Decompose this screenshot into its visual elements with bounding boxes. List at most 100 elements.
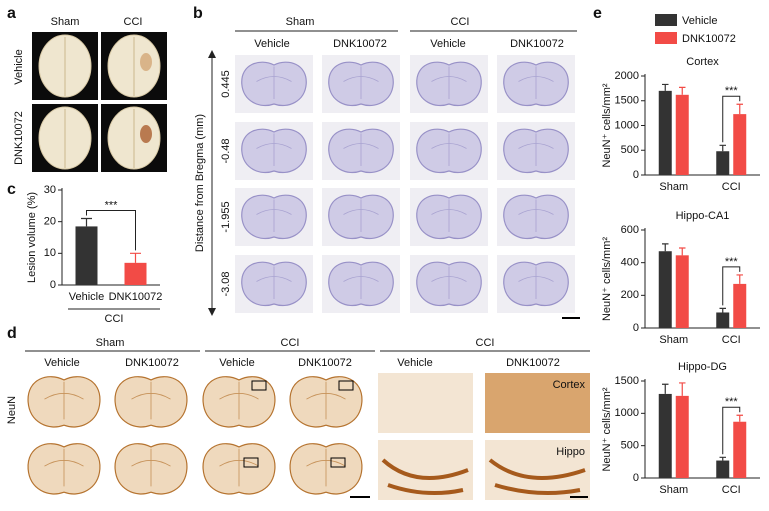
bregma-label: -3.08 <box>220 271 232 296</box>
bar <box>675 395 689 478</box>
y-tick-label: 1000 <box>615 407 639 419</box>
neun-slice-detail <box>219 381 259 420</box>
nissl-slice-detail <box>256 66 292 99</box>
group-label: CCI <box>105 313 124 325</box>
y-tick-label: 400 <box>621 257 639 269</box>
legend-swatch <box>655 14 677 26</box>
x-tick-label: Sham <box>659 181 688 193</box>
bar <box>733 421 747 478</box>
row-label: Vehicle <box>13 49 25 84</box>
inset-image <box>378 373 473 433</box>
chart-title: Hippo-CA1 <box>676 210 730 222</box>
column-label: Vehicle <box>397 357 432 369</box>
error-bar <box>736 103 743 115</box>
x-tick-label: Vehicle <box>69 291 104 303</box>
nissl-slice-detail <box>518 199 554 232</box>
x-tick-label: Sham <box>659 484 688 496</box>
x-tick-label: DNK10072 <box>109 291 163 303</box>
neun-slice-detail <box>306 381 346 420</box>
group-label: CCI <box>476 337 495 349</box>
legend-label: DNK10072 <box>682 33 736 45</box>
chart-title: Hippo-DG <box>678 361 727 373</box>
group-label: CCI <box>281 337 300 349</box>
chart-title: Cortex <box>686 56 719 68</box>
bar <box>658 90 672 175</box>
panel-letter: c <box>7 181 16 198</box>
bar <box>716 151 730 175</box>
legend-label: Vehicle <box>682 15 717 27</box>
y-tick-label: 500 <box>621 440 639 452</box>
y-tick-label: 0 <box>633 322 639 334</box>
error-bar <box>679 247 686 256</box>
hippo-layer <box>381 458 469 495</box>
column-label: DNK10072 <box>510 38 564 50</box>
y-tick-label: 1000 <box>615 119 639 131</box>
nissl-slice-detail <box>518 133 554 166</box>
hippo-layer <box>488 458 586 496</box>
neun-slice-detail <box>44 448 84 487</box>
y-tick-label: 1500 <box>615 375 639 387</box>
nissl-slice-detail <box>431 133 467 166</box>
bar <box>675 255 689 328</box>
axis-label: Distance from Bregma (mm) <box>194 114 206 252</box>
nissl-slice-detail <box>256 266 292 299</box>
inset-image <box>485 373 590 433</box>
x-tick-label: CCI <box>722 334 741 346</box>
panel-letter: e <box>593 5 602 22</box>
y-tick-label: 200 <box>621 289 639 301</box>
significance-bracket <box>722 266 741 306</box>
lesion <box>140 125 152 143</box>
column-label: CCI <box>124 16 143 28</box>
bar <box>716 460 730 478</box>
y-tick-label: 30 <box>44 184 56 196</box>
y-axis-label: NeuN⁺ cells/mm² <box>601 237 613 321</box>
panel-letter: a <box>7 5 16 22</box>
nissl-slice-detail <box>431 199 467 232</box>
error-bar <box>679 382 686 396</box>
y-tick-label: 0 <box>633 472 639 484</box>
bregma-label: -1.955 <box>220 201 232 232</box>
column-label: DNK10072 <box>333 38 387 50</box>
legend-swatch <box>655 32 677 44</box>
bar <box>733 114 747 175</box>
error-bar <box>662 383 669 394</box>
significance-bracket <box>722 406 741 455</box>
significance-label: *** <box>105 199 119 211</box>
column-label: Vehicle <box>44 357 79 369</box>
significance-bracket <box>86 210 136 251</box>
x-tick-label: CCI <box>722 181 741 193</box>
error-bar <box>736 274 743 284</box>
neun-slice-detail <box>44 381 84 420</box>
column-label: DNK10072 <box>125 357 179 369</box>
nissl-slice-detail <box>343 266 379 299</box>
neun-slice-detail <box>219 448 259 487</box>
significance-label: *** <box>725 256 739 268</box>
inset-marker <box>330 457 346 468</box>
neun-slice-detail <box>306 448 346 487</box>
nissl-slice-detail <box>518 66 554 99</box>
nissl-slice-detail <box>256 199 292 232</box>
y-tick-label: 2000 <box>615 70 639 82</box>
y-tick-label: 500 <box>621 144 639 156</box>
x-tick-label: Sham <box>659 334 688 346</box>
inset-marker <box>338 380 354 391</box>
bar <box>124 262 147 285</box>
y-tick-label: 10 <box>44 247 56 259</box>
error-bar <box>719 307 726 313</box>
panel-letter: d <box>7 325 17 342</box>
y-tick-label: 0 <box>633 169 639 181</box>
bar <box>733 283 747 328</box>
nissl-slice-detail <box>343 199 379 232</box>
significance-label: *** <box>725 396 739 408</box>
error-bar <box>719 144 726 152</box>
inset-label: Hippo <box>556 446 585 458</box>
y-tick-label: 600 <box>621 224 639 236</box>
inset-label: Cortex <box>553 379 586 391</box>
nissl-slice-detail <box>343 133 379 166</box>
column-label: DNK10072 <box>506 357 560 369</box>
bar <box>658 251 672 328</box>
inset-marker <box>251 380 267 391</box>
bar <box>75 226 98 285</box>
x-tick-label: CCI <box>722 484 741 496</box>
